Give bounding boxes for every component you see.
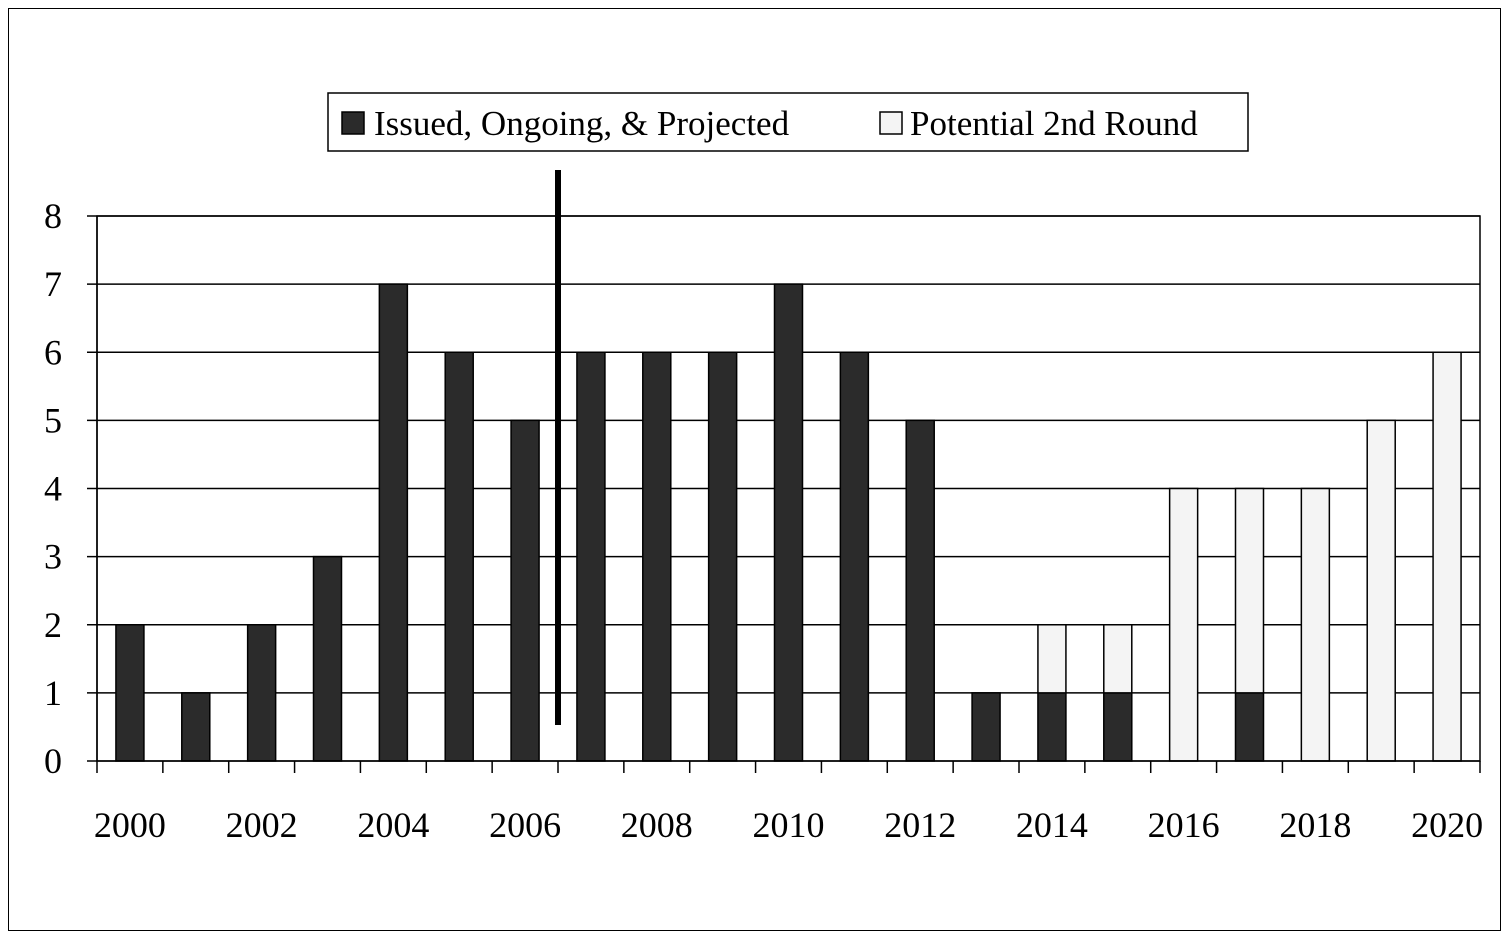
legend: Issued, Ongoing, & Projected Potential 2… bbox=[327, 92, 1249, 152]
bar-potential-2017 bbox=[1234, 487, 1265, 694]
y-tick-label: 3 bbox=[44, 537, 62, 577]
axes: 0 1 2 3 4 5 6 7 8 2000 2002 2004 2006 2008 2010 2012 201… bbox=[44, 196, 1483, 845]
bar-issued-2017 bbox=[1234, 692, 1265, 762]
legend-label-potential: Potential 2nd Round bbox=[910, 104, 1198, 143]
bar-issued-2010 bbox=[773, 283, 804, 762]
bar-issued-2011 bbox=[839, 351, 870, 762]
bar-issued-2000 bbox=[115, 624, 145, 762]
bar-issued-2002 bbox=[246, 624, 277, 762]
legend-box bbox=[327, 92, 1249, 152]
bar-issued-2013 bbox=[971, 692, 1001, 762]
x-tick-label: 2002 bbox=[226, 805, 298, 845]
bar-issued-2005 bbox=[444, 351, 474, 762]
bar-issued-2006 bbox=[510, 419, 540, 762]
bar-issued-2012 bbox=[905, 419, 935, 762]
bar-potential-2018 bbox=[1300, 487, 1331, 762]
legend-swatch-issued bbox=[341, 111, 365, 135]
bar-issued-2004 bbox=[378, 283, 409, 762]
legend-swatch-potential bbox=[879, 111, 903, 135]
x-tick-label: 2012 bbox=[884, 805, 956, 845]
x-tick-label: 2006 bbox=[489, 805, 561, 845]
x-tick-label: 2000 bbox=[94, 805, 166, 845]
x-tick-label: 2014 bbox=[1016, 805, 1088, 845]
chart-frame bbox=[8, 8, 1501, 931]
bar-potential-2016 bbox=[1168, 487, 1199, 762]
bar-issued-2007 bbox=[576, 351, 606, 762]
bar-issued-2009 bbox=[707, 351, 738, 762]
y-tick-label: 4 bbox=[44, 469, 62, 509]
x-tick-label: 2020 bbox=[1411, 805, 1483, 845]
bar-issued-2003 bbox=[312, 555, 343, 762]
y-tick-label: 7 bbox=[44, 264, 62, 304]
bar-potential-2020 bbox=[1432, 351, 1462, 762]
y-tick-label: 8 bbox=[44, 196, 62, 236]
legend-label-issued: Issued, Ongoing, & Projected bbox=[374, 104, 790, 143]
bars bbox=[115, 283, 1462, 762]
y-tick-label: 2 bbox=[44, 605, 62, 645]
bar-potential-2015 bbox=[1103, 624, 1133, 694]
bar-issued-2001 bbox=[181, 692, 211, 762]
x-tick-label: 2018 bbox=[1279, 805, 1351, 845]
x-tick-label: 2010 bbox=[753, 805, 825, 845]
y-tick-label: 5 bbox=[44, 400, 62, 440]
bar-potential-2014 bbox=[1037, 624, 1067, 694]
y-tick-label: 0 bbox=[44, 741, 62, 781]
bar-issued-2014 bbox=[1037, 692, 1067, 762]
x-tick-label: 2004 bbox=[357, 805, 429, 845]
x-tick-label: 2016 bbox=[1148, 805, 1220, 845]
bar-issued-2008 bbox=[642, 351, 672, 762]
x-tick-label: 2008 bbox=[621, 805, 693, 845]
y-tick-label: 1 bbox=[44, 673, 62, 713]
bar-potential-2019 bbox=[1366, 419, 1396, 762]
y-tick-label: 6 bbox=[44, 332, 62, 372]
bar-issued-2015 bbox=[1103, 692, 1133, 762]
